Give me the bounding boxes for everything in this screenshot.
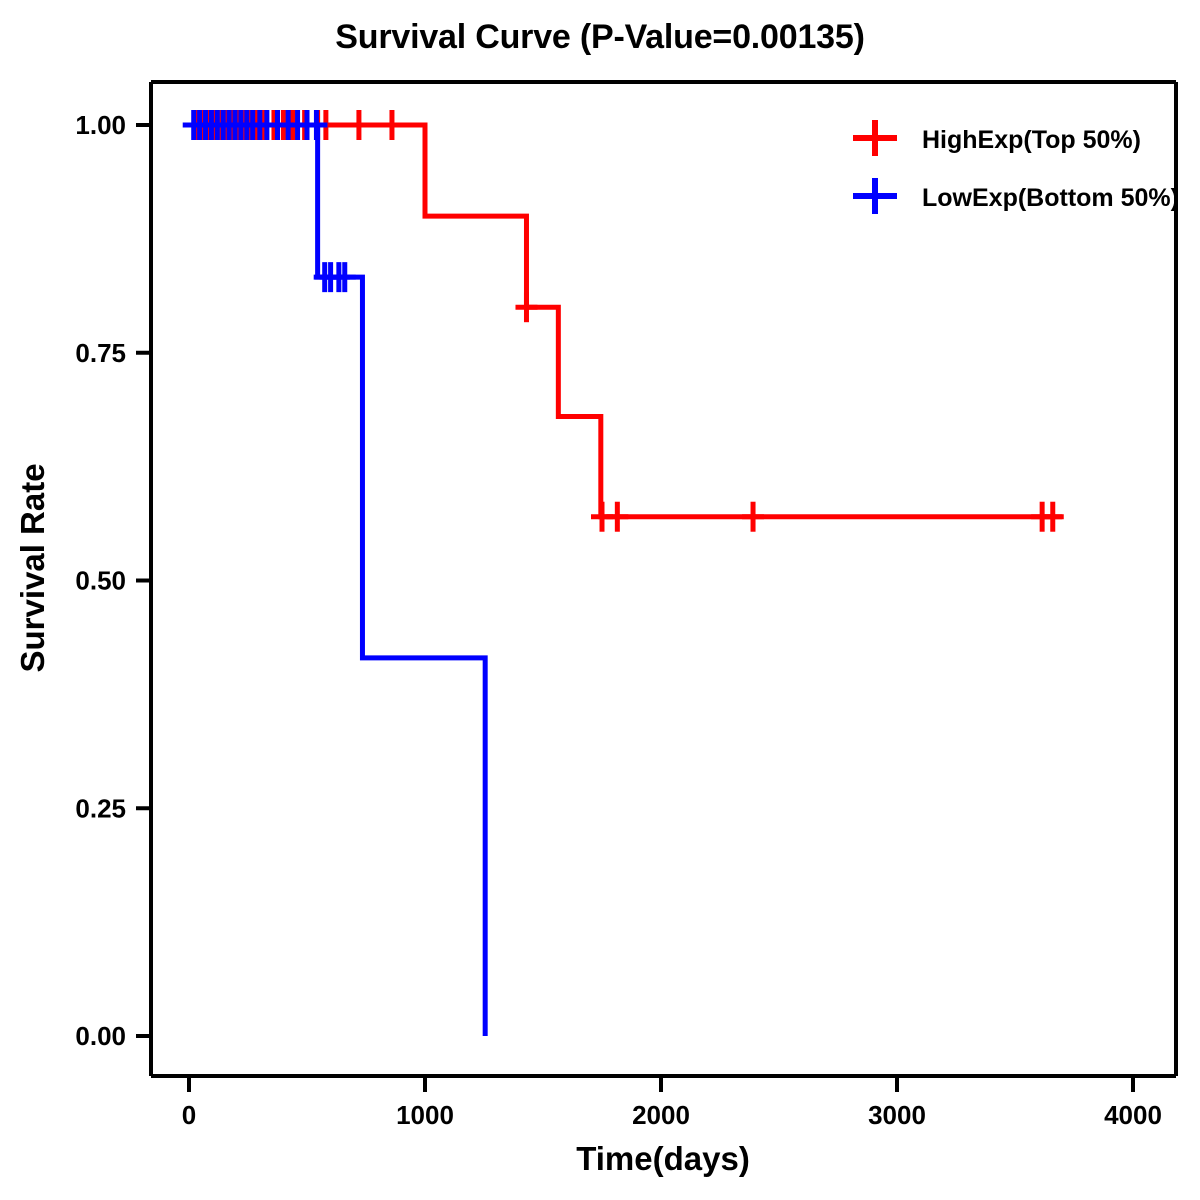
- y-axis-ticks: 0.00 0.25 0.50 0.75 1.00: [75, 110, 151, 1051]
- y-tick-label: 0.50: [75, 566, 126, 596]
- legend-item-high-exp[interactable]: HighExp(Top 50%): [853, 120, 1141, 156]
- x-tick-label: 1000: [396, 1100, 454, 1130]
- survival-step-line: [189, 122, 488, 1036]
- x-tick-label: 3000: [868, 1100, 926, 1130]
- y-tick-label: 0.75: [75, 338, 126, 368]
- x-axis-label: Time(days): [576, 1140, 750, 1177]
- plot-axes: [149, 80, 1178, 1078]
- x-tick-label: 0: [182, 1100, 196, 1130]
- page-title: Survival Curve (P-Value=0.00135): [335, 18, 865, 56]
- legend-label: LowExp(Bottom 50%): [922, 184, 1179, 212]
- legend-item-low-exp[interactable]: LowExp(Bottom 50%): [853, 178, 1179, 214]
- x-axis-ticks: 0 1000 2000 3000 4000: [182, 1076, 1162, 1130]
- y-tick-label: 0.25: [75, 793, 126, 823]
- y-tick-label: 0.00: [75, 1021, 126, 1051]
- y-axis-label: Survival Rate: [14, 463, 51, 672]
- x-tick-label: 2000: [632, 1100, 690, 1130]
- y-tick-label: 1.00: [75, 110, 126, 140]
- x-tick-label: 4000: [1104, 1100, 1162, 1130]
- chart-legend: HighExp(Top 50%) LowExp(Bottom 50%): [853, 120, 1179, 214]
- survival-step-line: [189, 122, 1063, 520]
- legend-label: HighExp(Top 50%): [922, 126, 1141, 154]
- series-low-exp: [182, 110, 488, 1036]
- series-layer: [182, 110, 1064, 1036]
- censor-markers: [182, 110, 356, 293]
